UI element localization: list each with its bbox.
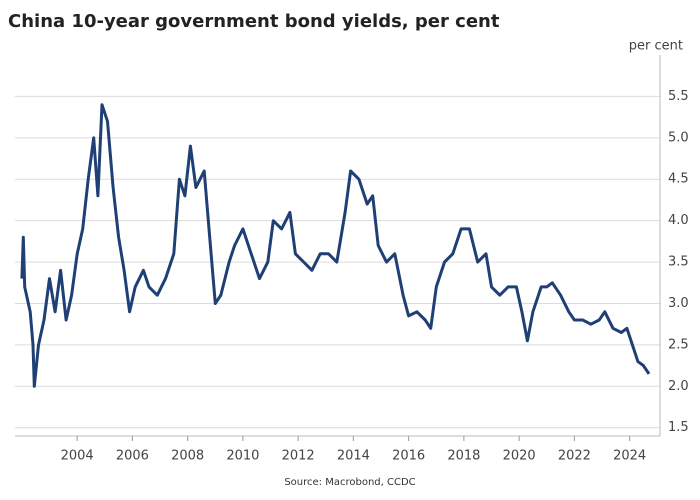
y-tick-label: 5.0 [668,130,689,145]
y-axis-label: per cent [629,39,683,54]
x-tick-label: 2024 [613,449,646,464]
data-line [20,103,651,388]
y-tick-label: 1.5 [668,420,689,435]
x-tick-label: 2022 [558,449,591,464]
x-tick-label: 2006 [116,449,149,464]
x-tick-label: 2016 [392,449,425,464]
y-tick-label: 4.5 [668,172,689,187]
x-tick-label: 2012 [282,449,315,464]
x-tick-label: 2010 [226,449,259,464]
y-tick-label: 3.5 [668,255,689,270]
y-tick-label: 4.0 [668,213,689,228]
chart-title: China 10-year government bond yields, pe… [8,11,500,32]
source: Source: Macrobond, CCDC [284,477,415,488]
x-tick-label: 2014 [337,449,370,464]
x-tick-label: 2004 [61,449,94,464]
x-tick-label: 2020 [503,449,536,464]
x-tick-label: 2008 [171,449,204,464]
y-tick-label: 5.5 [668,89,689,104]
y-tick-label: 2.5 [668,337,689,352]
x-tick-label: 2018 [447,449,480,464]
y-tick-label: 3.0 [668,296,689,311]
y-tick-label: 2.0 [668,379,689,394]
